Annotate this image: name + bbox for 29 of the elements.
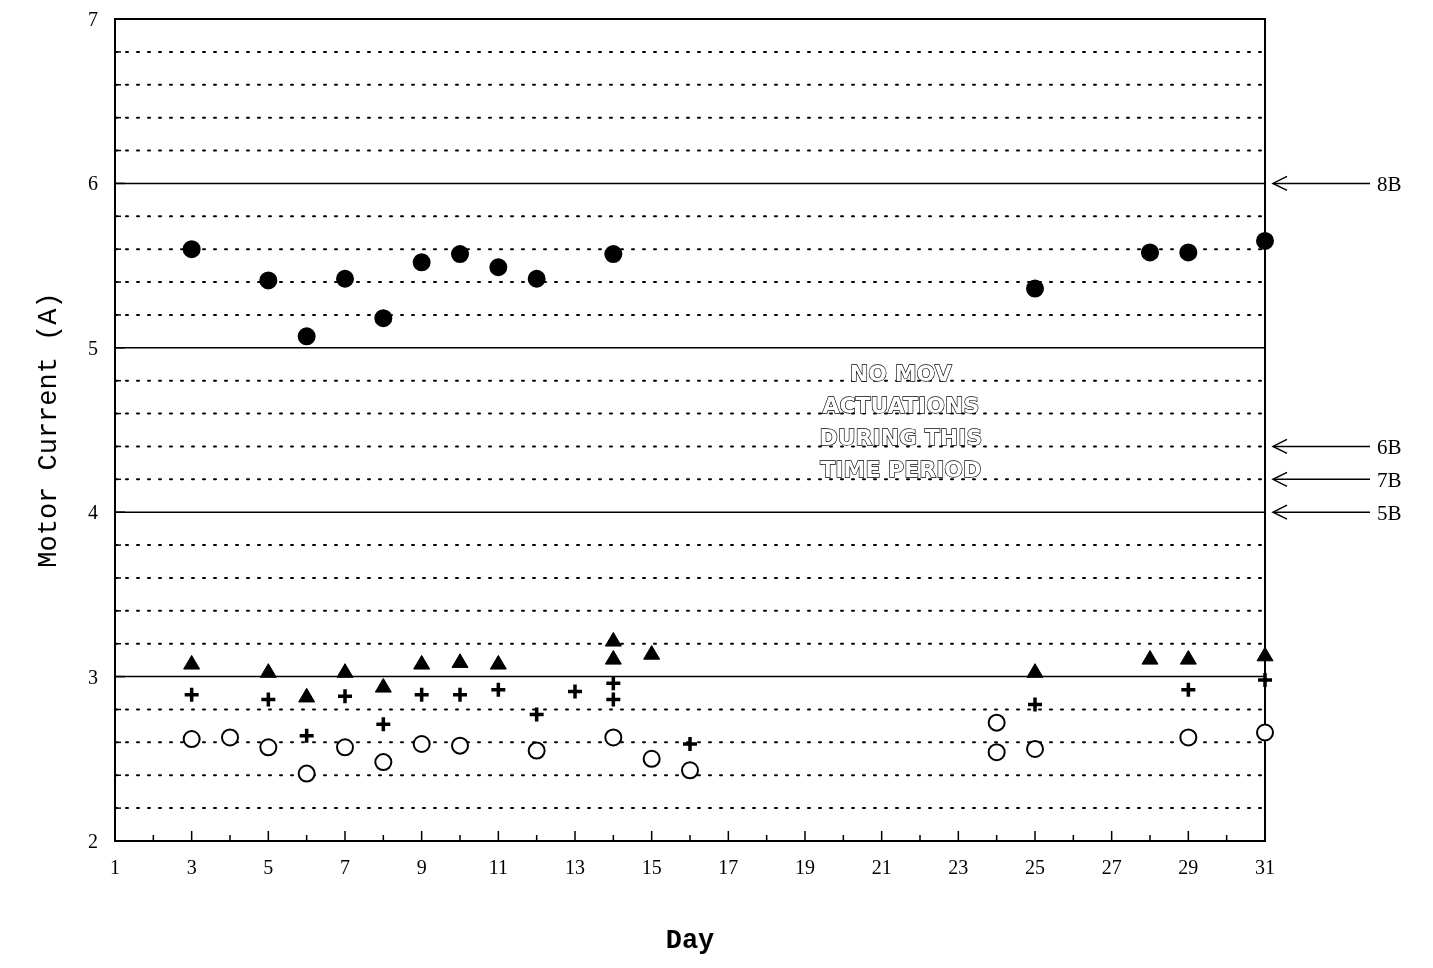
x-tick-label: 21	[871, 856, 892, 878]
y-tick-label: 3	[88, 665, 98, 688]
x-tick-label: 31	[1255, 856, 1275, 878]
x-tick-label: 19	[795, 856, 815, 878]
x-tick-label: 3	[186, 856, 197, 878]
ref-line-label: 8B	[1377, 171, 1402, 196]
x-tick-label: 13	[565, 856, 585, 878]
x-tick-label: 9	[416, 856, 427, 878]
x-tick-label: 11	[488, 856, 508, 878]
x-axis-title: Day	[665, 926, 715, 956]
x-tick-label: 5	[263, 856, 274, 878]
ref-line-label: 5B	[1377, 500, 1402, 525]
x-tick-label: 27	[1101, 856, 1122, 878]
annotation: NO MOV ACTUATIONS DURING THIS TIME PERIOD	[819, 360, 983, 482]
x-tick-label: 29	[1178, 856, 1199, 878]
ref-line-label: 6B	[1377, 434, 1402, 459]
y-tick-label: 7	[88, 8, 98, 30]
y-tick-label: 6	[88, 172, 98, 195]
x-tick-label: 23	[948, 856, 969, 878]
y-tick-label: 5	[88, 336, 98, 359]
ref-line-label: 7B	[1377, 467, 1402, 492]
x-tick-label: 15	[641, 856, 662, 878]
x-tick-label: 1	[110, 856, 120, 878]
x-tick-label: 17	[718, 856, 739, 878]
y-axis-title: Motor Current (A)	[34, 292, 64, 568]
y-tick-label: 2	[88, 830, 98, 852]
x-tick-label: 25	[1025, 856, 1045, 878]
y-tick-label: 4	[88, 501, 98, 524]
x-tick-label: 7	[340, 856, 350, 878]
